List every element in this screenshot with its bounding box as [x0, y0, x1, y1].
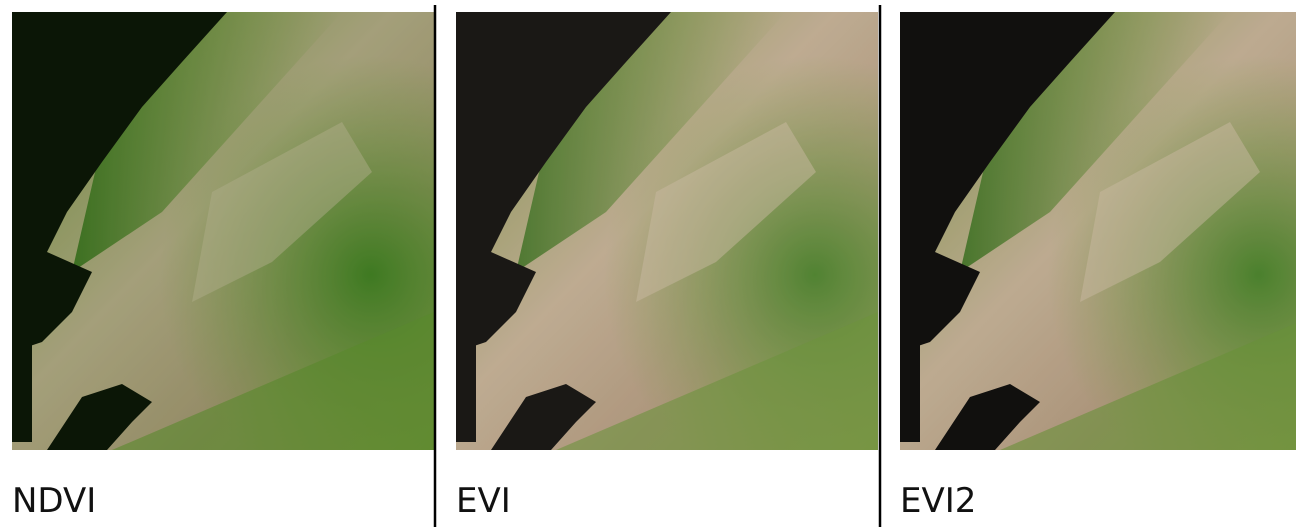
comparison: NDVI EVI EVI2 [0, 0, 1296, 527]
panel-label: EVI [456, 481, 511, 521]
evi2-image [900, 12, 1296, 450]
panel-label: NDVI [12, 481, 96, 521]
ndvi-image [12, 12, 434, 450]
panel-label: EVI2 [900, 481, 976, 521]
evi-image [456, 12, 878, 450]
page: NDVI EVI EVI2 [0, 0, 1296, 527]
